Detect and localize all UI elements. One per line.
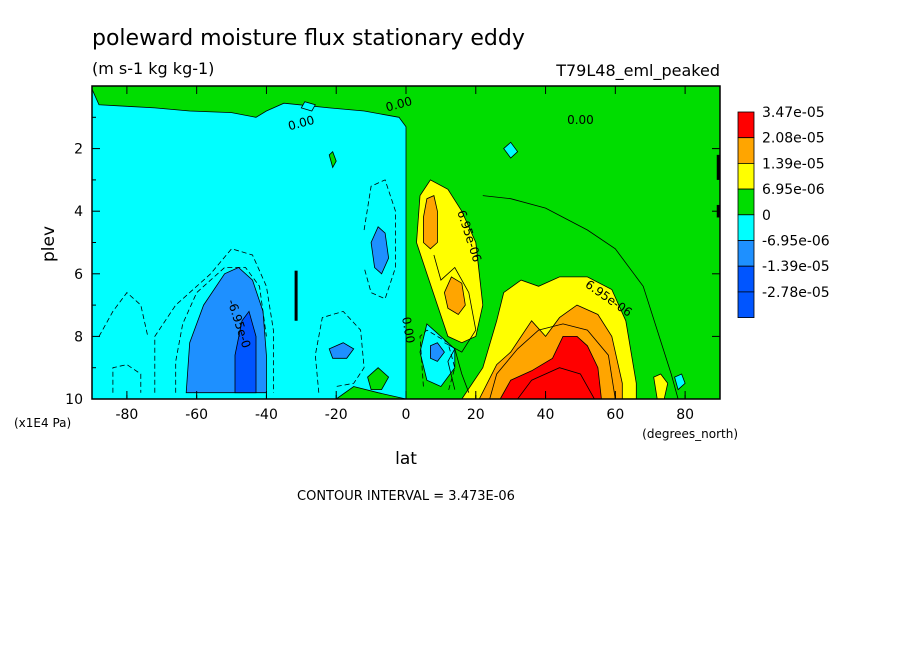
contour-line-7 xyxy=(482,195,679,399)
contour-line-2 xyxy=(175,267,267,393)
chart-title: poleward moisture flux stationary eddy xyxy=(92,26,525,51)
contour-lines xyxy=(98,179,679,399)
x-axis-ticks: -80 -60 -40 -20 0 20 40 60 80 xyxy=(115,86,694,423)
x-tick-label-2: -40 xyxy=(255,407,278,423)
legend-label-1: 2.08e-05 xyxy=(762,131,825,147)
legend-label-4: 0 xyxy=(762,208,771,224)
x-tick-label-1: -60 xyxy=(185,407,208,423)
contour-line-11 xyxy=(447,347,470,393)
x-tick-label-7: 60 xyxy=(606,407,624,423)
legend-swatch-0 xyxy=(737,111,755,139)
legend-swatch-7 xyxy=(737,291,755,318)
contour-region-11 xyxy=(328,151,337,169)
chart-subtitle: (m s-1 kg kg-1) xyxy=(92,59,214,78)
color-legend: 3.47e-05 2.08e-05 1.39e-05 6.95e-06 0 -6.95e-… xyxy=(737,105,830,318)
contour-region-10 xyxy=(367,367,390,391)
contour-region-8 xyxy=(503,141,519,159)
legend-swatch-4 xyxy=(737,214,755,241)
contour-region-18 xyxy=(499,335,602,399)
contour-region-0 xyxy=(92,88,407,399)
contour-region-4 xyxy=(370,226,390,275)
contour-region-13 xyxy=(422,195,438,250)
contour-label-6: 0.00 xyxy=(399,316,417,345)
y-tick-label-1: 4 xyxy=(74,204,83,220)
contour-line-3 xyxy=(314,310,365,393)
contour-region-16 xyxy=(653,373,669,399)
legend-swatch-1 xyxy=(737,137,755,164)
x-tick-label-6: 40 xyxy=(537,407,555,423)
contour-line-4 xyxy=(363,179,396,300)
y-tick-label-3: 8 xyxy=(74,329,83,345)
legend-swatch-6 xyxy=(737,265,755,293)
contour-region-6 xyxy=(429,342,445,362)
x-tick-label-8: 80 xyxy=(676,407,694,423)
x-axis-units: (degrees_north) xyxy=(642,427,738,441)
y-tick-label-2: 6 xyxy=(74,267,83,283)
contour-region-9 xyxy=(674,373,686,391)
x-tick-label-3: -20 xyxy=(325,407,348,423)
contour-label-1: 0.00 xyxy=(384,94,413,114)
legend-label-7: -2.78e-05 xyxy=(762,285,830,301)
legend-swatch-2 xyxy=(737,162,755,190)
x-axis-label: lat xyxy=(395,449,417,469)
legend-label-3: 6.95e-06 xyxy=(762,182,825,198)
x-tick-label-5: 20 xyxy=(467,407,485,423)
y-axis-ticks: 2 4 6 8 10 xyxy=(65,116,720,408)
legend-swatch-3 xyxy=(737,188,755,216)
contour-region-3 xyxy=(234,310,257,394)
contour-region-14 xyxy=(443,276,466,316)
y-axis-label: plev xyxy=(39,226,59,262)
legend-label-5: -6.95e-06 xyxy=(762,234,830,250)
x-tick-label-4: 0 xyxy=(402,407,411,423)
legend-label-6: -1.39e-05 xyxy=(762,259,830,275)
legend-label-2: 1.39e-05 xyxy=(762,156,825,172)
plot-area: 0.000.000.006.95e-066.95e-06-6.95e-0 0.00 xyxy=(92,86,720,399)
contour-line-10 xyxy=(433,254,477,353)
contour-label-0: 0.00 xyxy=(286,113,315,133)
contour-line-1 xyxy=(154,248,274,393)
run-label: T79L48_eml_peaked xyxy=(555,61,720,81)
contour-label-2: 0.00 xyxy=(567,113,594,127)
legend-label-0: 3.47e-05 xyxy=(762,105,825,121)
contour-interval-note: CONTOUR INTERVAL = 3.473E-06 xyxy=(297,489,515,504)
x-tick-label-0: -80 xyxy=(115,407,138,423)
y-tick-label-4: 10 xyxy=(65,392,83,408)
contour-line-0 xyxy=(112,364,142,393)
contour-region-5 xyxy=(328,342,355,359)
contour-line-8 xyxy=(489,323,616,399)
contour-line-6 xyxy=(419,329,456,393)
legend-swatch-5 xyxy=(737,240,755,267)
y-tick-label-0: 2 xyxy=(74,142,83,158)
contour-line-9 xyxy=(517,367,595,399)
contour-region-7 xyxy=(300,101,316,112)
contour-line-5 xyxy=(98,292,149,337)
y-axis-units: (x1E4 Pa) xyxy=(14,416,71,430)
contour-fill-regions xyxy=(92,88,686,399)
